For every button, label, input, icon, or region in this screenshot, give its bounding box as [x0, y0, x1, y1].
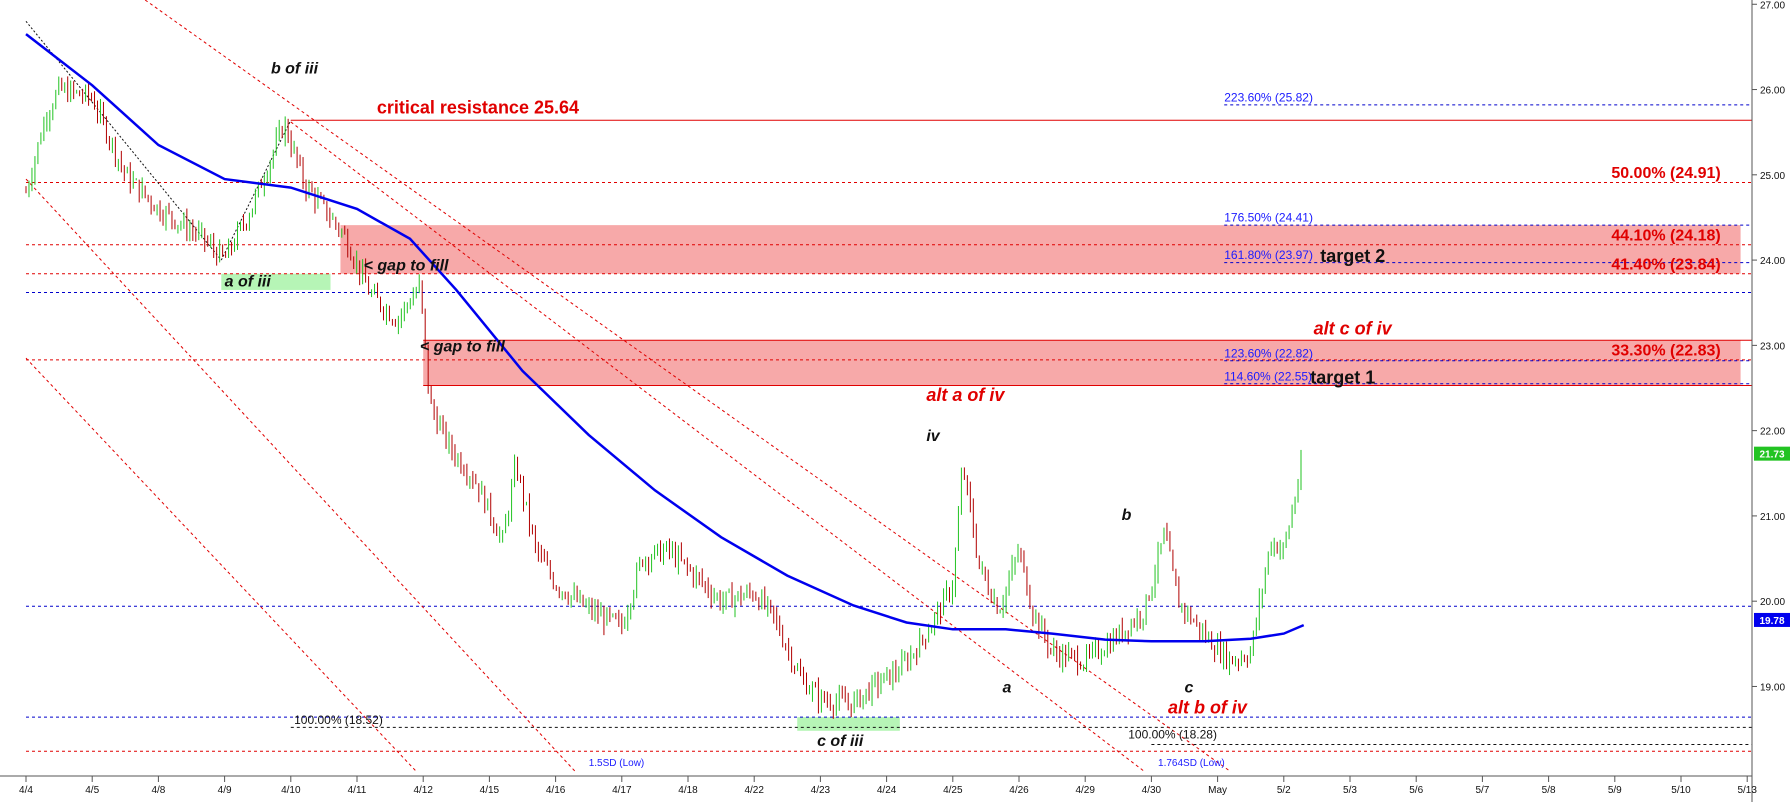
x-tick-label: 4/26: [1009, 785, 1029, 796]
x-tick-label: 5/3: [1343, 785, 1357, 796]
channel-line-0: [144, 0, 1232, 773]
x-tick-label: 4/16: [546, 785, 566, 796]
fib-level-label: 1.5SD (Low): [589, 758, 645, 769]
annotation-label: b of iii: [271, 60, 319, 77]
x-tick-label: 4/29: [1075, 785, 1095, 796]
channels-layer: [25, 0, 1232, 773]
fib-level-label: 44.10% (24.18): [1611, 227, 1720, 244]
labels-layer: critical resistance 25.64 b of iii a of ii…: [225, 60, 1721, 768]
annotation-label: b: [1122, 507, 1132, 524]
moving-average-layer: [25, 33, 1305, 643]
fib-level-label: 100.00% (18.28): [1128, 727, 1217, 741]
annotation-label: iv: [926, 428, 940, 445]
x-tick-label: 4/12: [413, 785, 433, 796]
annotation-label: c: [1185, 679, 1194, 696]
x-tick-label: 4/11: [348, 785, 367, 796]
wave-line-1: [220, 120, 292, 261]
last-price-tag: 21.73: [1759, 450, 1784, 461]
zones-layer: [221, 225, 1741, 731]
y-tick-label: 21.00: [1760, 512, 1785, 523]
fib-level-label: 114.60% (22.55): [1224, 369, 1312, 383]
x-tick-label: 4/10: [281, 785, 301, 796]
annotation-label: target 1: [1310, 368, 1375, 388]
last-price-tag-bg: [1754, 446, 1790, 461]
bars-layer: [25, 76, 1302, 719]
x-tick-label: 5/6: [1409, 785, 1423, 796]
annotation-label: critical resistance 25.64: [377, 97, 579, 117]
moving-average-line: [25, 33, 1305, 643]
annotation-label: c of iii: [817, 733, 864, 750]
annotation-label: alt b of iv: [1168, 698, 1248, 718]
levels-layer: [26, 104, 1752, 752]
y-tick-label: 20.00: [1760, 597, 1785, 608]
x-tick-label: 4/9: [218, 785, 232, 796]
fib-level-label: 123.60% (22.82): [1224, 346, 1313, 360]
y-tick-label: 27.00: [1760, 0, 1785, 11]
x-tick-label: 5/2: [1277, 785, 1291, 796]
x-tick-label: 5/8: [1542, 785, 1556, 796]
annotation-label: target 2: [1320, 246, 1385, 266]
annotation-label: alt a of iv: [926, 385, 1005, 405]
fib-level-label: 1.764SD (Low): [1158, 758, 1225, 769]
y-tick-label: 26.00: [1760, 86, 1785, 97]
y-tick-label: 22.00: [1760, 427, 1785, 438]
y-tick-label: 23.00: [1760, 341, 1785, 352]
x-tick-label: 4/17: [612, 785, 632, 796]
fib-level-label: 100.00% (18.52): [294, 713, 383, 727]
wave-line-0: [25, 21, 222, 261]
x-tick-label: 4/24: [877, 785, 897, 796]
fib-level-label: 161.80% (23.97): [1224, 248, 1313, 262]
fib-level-label: 50.00% (24.91): [1611, 165, 1720, 182]
zone-2: [221, 273, 331, 290]
annotation-label: < gap to fill: [364, 257, 449, 274]
x-tick-label: 4/23: [811, 785, 831, 796]
zone-0: [340, 225, 1741, 274]
x-tick-label: 4/8: [151, 785, 165, 796]
fib-level-label: 41.40% (23.84): [1611, 256, 1720, 273]
channel-line-2: [25, 357, 417, 773]
x-tick-label: 5/9: [1608, 785, 1622, 796]
x-tick-label: May: [1208, 785, 1227, 796]
x-tick-label: 4/30: [1142, 785, 1162, 796]
zone-1: [423, 340, 1741, 386]
y-tick-label: 25.00: [1760, 171, 1785, 182]
annotation-label: a: [1002, 679, 1011, 696]
zone-3: [797, 717, 900, 731]
x-tick-label: 4/15: [480, 785, 500, 796]
x-tick-label: 5/10: [1671, 785, 1691, 796]
y-tick-label: 24.00: [1760, 256, 1785, 267]
x-tick-label: 5/13: [1737, 785, 1757, 796]
annotation-label: a of iii: [225, 274, 272, 291]
x-tick-label: 5/7: [1475, 785, 1489, 796]
moving-average-tag-bg: [1754, 612, 1790, 627]
x-tick-label: 4/25: [943, 785, 963, 796]
x-tick-label: 4/4: [19, 785, 33, 796]
x-tick-label: 4/22: [744, 785, 764, 796]
fib-level-label: 176.50% (24.41): [1224, 211, 1313, 225]
annotation-label: alt c of iv: [1314, 318, 1393, 338]
x-tick-label: 4/18: [678, 785, 698, 796]
channel-line-3: [290, 121, 1146, 773]
fib-level-label: 33.30% (22.83): [1611, 343, 1720, 360]
moving-average-tag: 19.78: [1759, 616, 1784, 627]
x-tick-label: 4/5: [85, 785, 99, 796]
annotation-label: < gap to fill: [420, 338, 505, 355]
fib-level-label: 223.60% (25.82): [1224, 90, 1313, 104]
y-tick-label: 19.00: [1760, 682, 1785, 693]
channel-line-1: [25, 178, 576, 773]
